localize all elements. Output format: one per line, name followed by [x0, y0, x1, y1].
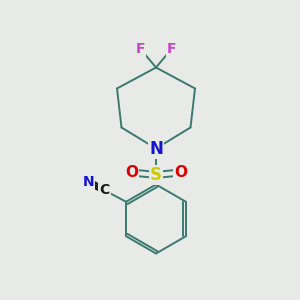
Text: F: F [136, 42, 145, 56]
Text: F: F [167, 42, 176, 56]
Text: C: C [99, 183, 110, 197]
Text: S: S [150, 166, 162, 184]
Text: O: O [174, 165, 187, 180]
Text: N: N [149, 140, 163, 158]
Text: O: O [125, 165, 138, 180]
Text: N: N [82, 175, 94, 189]
